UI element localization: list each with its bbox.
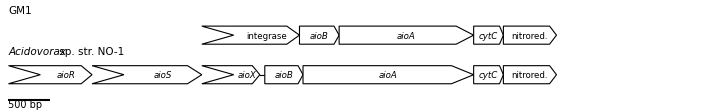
Text: cytC: cytC — [479, 71, 498, 80]
Text: aioB: aioB — [310, 31, 329, 40]
Text: aioA: aioA — [397, 31, 416, 40]
Polygon shape — [92, 66, 202, 84]
Polygon shape — [474, 27, 503, 45]
Polygon shape — [303, 66, 474, 84]
Polygon shape — [339, 27, 474, 45]
Polygon shape — [8, 66, 92, 84]
Text: aioS: aioS — [154, 71, 172, 80]
Polygon shape — [503, 27, 556, 45]
Polygon shape — [474, 66, 503, 84]
Text: aioB: aioB — [275, 71, 293, 80]
Text: nitrored.: nitrored. — [512, 71, 548, 80]
Text: 500 bp: 500 bp — [8, 99, 42, 109]
Polygon shape — [202, 66, 260, 84]
Text: aioR: aioR — [57, 71, 76, 80]
Polygon shape — [202, 27, 299, 45]
Text: sp. str. NO-1: sp. str. NO-1 — [56, 47, 124, 56]
Text: cytC: cytC — [479, 31, 498, 40]
Text: GM1: GM1 — [8, 6, 32, 16]
Polygon shape — [265, 66, 303, 84]
Polygon shape — [299, 27, 339, 45]
Text: integrase: integrase — [246, 31, 287, 40]
Text: Acidovorax: Acidovorax — [8, 47, 67, 56]
Polygon shape — [503, 66, 556, 84]
Text: nitrored.: nitrored. — [512, 31, 548, 40]
Text: aioX: aioX — [237, 71, 256, 80]
Text: aioA: aioA — [379, 71, 398, 80]
